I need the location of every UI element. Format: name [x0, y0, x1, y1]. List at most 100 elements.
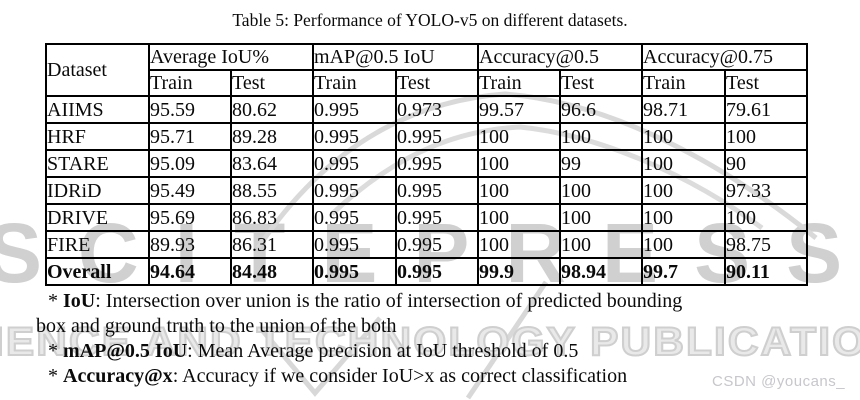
footnote-marker: * [48, 340, 63, 362]
subheader-test-cell: Test [229, 69, 315, 97]
group-header-cell: Average IoU% [147, 43, 315, 71]
footnote-text: : Accuracy if we consider IoU>x as corre… [172, 365, 628, 387]
value-cell: 0.995 [312, 149, 398, 178]
value-cell: 100 [559, 203, 644, 232]
footnote-text: box and ground truth to the union of the… [36, 315, 397, 337]
value-cell: 99.7 [641, 257, 727, 286]
subheader-test-cell: Test [395, 69, 480, 97]
value-cell: 97.33 [724, 176, 809, 205]
value-cell: 100 [641, 176, 727, 205]
value-cell: 100 [724, 203, 809, 232]
value-cell: 0.995 [312, 122, 398, 151]
watermark-subtitle-text: IENCE AND TECHNOLOGY PUBLICATIO [0, 320, 860, 364]
subheader-train-cell: Train [641, 69, 727, 97]
subheader-test-cell: Test [559, 69, 644, 97]
value-cell: 0.995 [395, 176, 480, 205]
value-cell: 99.9 [477, 257, 562, 286]
value-cell: 89.93 [148, 230, 232, 259]
footnote-iou: * IoU: Intersection over union is the ra… [36, 289, 814, 314]
row-label-cell: Overall [45, 257, 150, 286]
value-cell: 95.71 [148, 122, 232, 151]
value-cell: 0.995 [395, 230, 480, 259]
table-row: FIRE 89.93 86.31 0.995 0.995 100 100 100… [45, 230, 809, 259]
value-cell: 84.48 [229, 257, 315, 286]
table-row-overall: Overall 94.64 84.48 0.995 0.995 99.9 98.… [45, 257, 809, 286]
value-cell: 95.49 [148, 176, 232, 205]
value-cell: 83.64 [229, 149, 315, 178]
value-cell: 80.62 [229, 95, 315, 124]
value-cell: 98.94 [559, 257, 644, 286]
value-cell: 88.55 [229, 176, 315, 205]
subheader-train-cell: Train [312, 69, 398, 97]
subheader-train-cell: Train [477, 69, 562, 97]
value-cell: 100 [559, 122, 644, 151]
value-cell: 100 [477, 176, 562, 205]
group-header-cell: Accuracy@0.75 [641, 43, 809, 71]
footnote-term: mAP@0.5 IoU [63, 340, 188, 362]
value-cell: 0.995 [312, 230, 398, 259]
value-cell: 100 [724, 122, 809, 151]
value-cell: 95.69 [148, 203, 232, 232]
footnote-marker: * [48, 290, 63, 312]
value-cell: 79.61 [724, 95, 809, 124]
subheader-test-cell: Test [724, 69, 809, 97]
value-cell: 100 [477, 230, 562, 259]
group-header-cell: mAP@0.5 IoU [312, 43, 480, 71]
value-cell: 100 [477, 149, 562, 178]
table-caption: Table 5: Performance of YOLO-v5 on diffe… [232, 10, 628, 30]
value-cell: 100 [641, 122, 727, 151]
value-cell: 96.6 [559, 95, 644, 124]
value-cell: 0.995 [312, 203, 398, 232]
value-cell: 100 [559, 176, 644, 205]
table-row: AIIMS 95.59 80.62 0.995 0.973 99.57 96.6… [45, 95, 809, 124]
value-cell: 100 [641, 203, 727, 232]
value-cell: 98.75 [724, 230, 809, 259]
value-cell: 0.973 [395, 95, 480, 124]
row-label-cell: AIIMS [45, 95, 150, 124]
value-cell: 100 [641, 230, 727, 259]
value-cell: 0.995 [312, 257, 398, 286]
footnote-accuracy: * Accuracy@x: Accuracy if we consider Io… [36, 364, 814, 389]
row-label-cell: DRIVE [45, 203, 150, 232]
value-cell: 0.995 [395, 257, 480, 286]
value-cell: 95.09 [148, 149, 232, 178]
value-cell: 86.83 [229, 203, 315, 232]
row-label-cell: HRF [45, 122, 150, 151]
value-cell: 90 [724, 149, 809, 178]
value-cell: 0.995 [395, 122, 480, 151]
footnote-iou-continuation: box and ground truth to the union of the… [36, 314, 814, 339]
dataset-header-cell: Dataset [45, 43, 150, 97]
value-cell: 0.995 [395, 203, 480, 232]
footnote-term: Accuracy@x [63, 365, 173, 387]
footnote-map: * mAP@0.5 IoU: Mean Average precision at… [36, 339, 814, 364]
value-cell: 95.59 [148, 95, 232, 124]
value-cell: 0.995 [395, 149, 480, 178]
value-cell: 100 [559, 230, 644, 259]
table-row: HRF 95.71 89.28 0.995 0.995 100 100 100 … [45, 122, 809, 151]
value-cell: 100 [641, 149, 727, 178]
footnote-term: IoU [63, 290, 96, 312]
table-row: DRIVE 95.69 86.83 0.995 0.995 100 100 10… [45, 203, 809, 232]
results-table: Dataset Average IoU% mAP@0.5 IoU Accurac… [45, 43, 809, 286]
value-cell: 89.28 [229, 122, 315, 151]
value-cell: 86.31 [229, 230, 315, 259]
value-cell: 90.11 [724, 257, 809, 286]
footnote-marker: * [48, 365, 63, 387]
group-header-cell: Accuracy@0.5 [477, 43, 644, 71]
value-cell: 99.57 [477, 95, 562, 124]
value-cell: 100 [477, 122, 562, 151]
subheader-train-cell: Train [148, 69, 232, 97]
table-row: STARE 95.09 83.64 0.995 0.995 100 99 100… [45, 149, 809, 178]
table-header-row-subs: Train Test Train Test Train Test Train T… [46, 69, 809, 97]
value-cell: 0.995 [312, 95, 398, 124]
value-cell: 99 [559, 149, 644, 178]
value-cell: 100 [477, 203, 562, 232]
table-row: IDRiD 95.49 88.55 0.995 0.995 100 100 10… [45, 176, 809, 205]
value-cell: 98.71 [641, 95, 727, 124]
footnote-text: : Mean Average precision at IoU threshol… [187, 340, 579, 362]
value-cell: 0.995 [312, 176, 398, 205]
row-label-cell: IDRiD [45, 176, 150, 205]
csdn-watermark: CSDN @youcans_ [712, 373, 846, 390]
value-cell: 94.64 [148, 257, 232, 286]
